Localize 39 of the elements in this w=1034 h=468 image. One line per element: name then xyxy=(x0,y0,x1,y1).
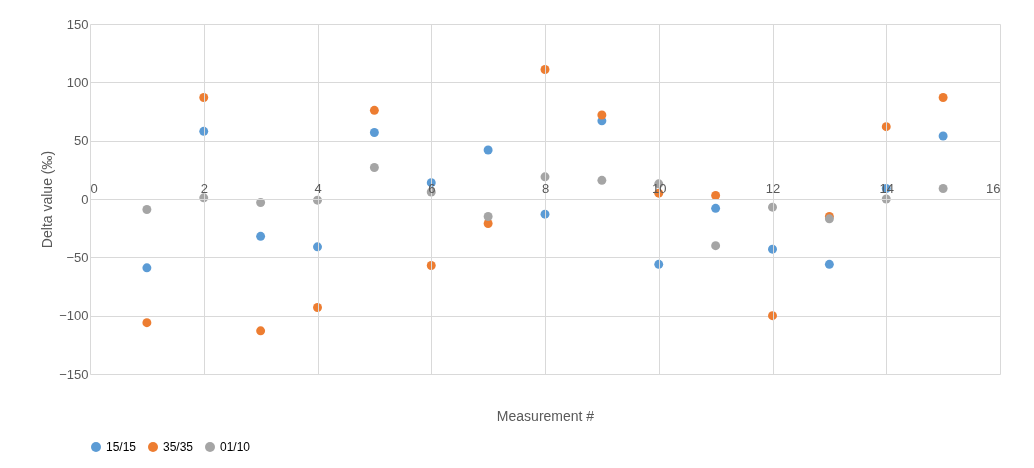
point xyxy=(938,131,948,141)
legend-label: 15/15 xyxy=(106,440,137,454)
y-tick-label: 100 xyxy=(66,74,89,90)
x-tick-label: 16 xyxy=(986,180,1001,196)
x-tick-label: 8 xyxy=(541,180,550,196)
legend-label: 35/35 xyxy=(163,440,194,454)
point xyxy=(483,212,493,221)
point xyxy=(938,93,948,102)
x-tick-label: 4 xyxy=(314,180,322,196)
point xyxy=(597,110,607,120)
point xyxy=(256,198,266,207)
point xyxy=(483,145,493,155)
point xyxy=(597,175,607,185)
y-tick-label: −100 xyxy=(59,308,89,324)
point xyxy=(824,259,834,269)
y-axis-title: Delta value (‰) xyxy=(39,150,56,249)
x-tick-label: 14 xyxy=(879,180,894,196)
legend-label: 01/10 xyxy=(220,440,251,454)
x-axis-title: Measurement # xyxy=(496,407,595,424)
point xyxy=(369,128,379,137)
point xyxy=(369,105,379,115)
x-tick-label: 10 xyxy=(652,180,667,196)
point xyxy=(369,163,379,172)
point xyxy=(711,191,721,200)
x-tick-label: 2 xyxy=(200,180,208,196)
y-tick-label: −50 xyxy=(66,249,89,265)
point xyxy=(256,326,266,336)
point xyxy=(256,231,266,241)
point xyxy=(711,203,721,213)
point xyxy=(142,318,152,328)
point xyxy=(711,241,721,251)
x-tick-label: 12 xyxy=(765,180,781,196)
point xyxy=(142,205,152,214)
point xyxy=(142,263,152,273)
y-tick-label: 150 xyxy=(66,16,89,32)
y-tick-label: 0 xyxy=(81,191,89,207)
y-tick-label: 50 xyxy=(74,133,89,149)
y-tick-label: −150 xyxy=(59,366,89,382)
point xyxy=(938,184,948,193)
